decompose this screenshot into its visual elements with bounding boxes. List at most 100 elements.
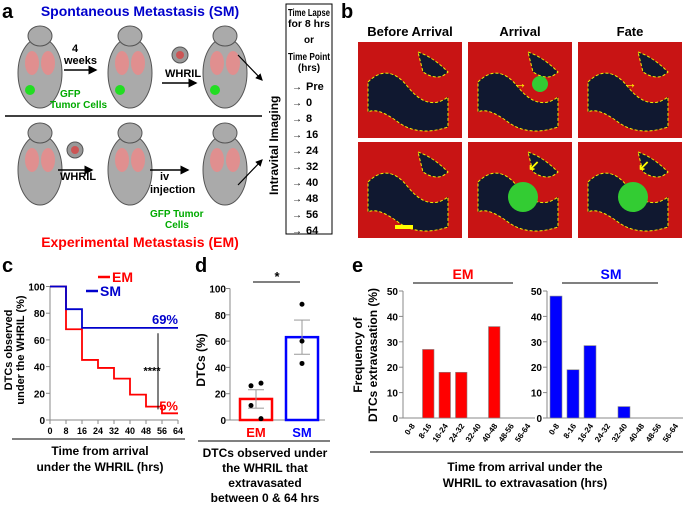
y-tick-label: 80 — [34, 309, 46, 320]
y-tick-label: 40 — [531, 312, 543, 323]
panel-b-micrographs: Before Arrival Arrival Fate → → ↙ ↙ — [358, 24, 682, 238]
vessel-outline — [367, 72, 449, 132]
y-tick-label: 100 — [209, 285, 226, 296]
y-tick-label: 0 — [536, 414, 542, 425]
end-label: 5% — [159, 398, 178, 413]
arrow-icon: → — [623, 75, 637, 91]
arrow-icon: → — [292, 162, 302, 173]
y-tick-label: 20 — [34, 389, 46, 400]
x-tick-label: 48-56 — [497, 422, 516, 444]
x-tick-label: 16 — [77, 426, 87, 436]
legend-label: SM — [100, 283, 121, 299]
y-tick-label: 30 — [531, 338, 543, 349]
data-point — [299, 338, 305, 344]
x-axis-label: Time from arrival — [51, 444, 148, 458]
x-tick-label: 16-24 — [431, 422, 450, 444]
x-tick-label: 56-64 — [661, 422, 680, 444]
arrow-icon: → — [292, 130, 302, 141]
tumor-cell — [532, 76, 548, 92]
x-tick-label: 0-8 — [403, 422, 417, 437]
timepoint: 56 — [306, 209, 318, 221]
mouse-head — [117, 25, 143, 47]
intravital-label: Intravital Imaging — [267, 96, 281, 195]
mouse-head — [27, 25, 53, 47]
timeline-or: or — [304, 35, 314, 46]
y-tick-label: 30 — [387, 338, 399, 349]
panel-label-c: c — [2, 255, 13, 277]
vessel-outline — [367, 172, 449, 232]
timepoint: 24 — [306, 145, 319, 157]
y-tick-label: 40 — [387, 312, 399, 323]
x-tick-label: 0-8 — [547, 422, 561, 437]
gfp-label: GFP Tumor — [150, 209, 204, 220]
panel-label-b: b — [341, 1, 353, 23]
timepoint: 32 — [306, 161, 318, 173]
arrow-icon: → — [292, 82, 302, 93]
y-tick-label: 50 — [387, 287, 399, 298]
lung-icon — [115, 148, 129, 172]
lung-icon — [226, 148, 240, 172]
category-label: SM — [292, 425, 312, 440]
four-label: 4 — [72, 43, 79, 55]
x-tick-label: 40-48 — [480, 422, 499, 444]
y-tick-label: 50 — [531, 287, 543, 298]
tumor-icon — [210, 85, 220, 95]
arrow-icon: ↙ — [528, 157, 540, 173]
bar-sm — [583, 345, 597, 419]
vessel-outline — [637, 51, 669, 78]
y-axis-label: DTCs extravasation (%) — [366, 288, 380, 422]
y-tick-label: 20 — [531, 363, 543, 374]
tumor-cell — [618, 182, 648, 212]
timepoint: 8 — [306, 113, 312, 125]
y-axis-label: Frequency of — [351, 316, 365, 392]
series-title: EM — [453, 266, 474, 282]
mouse-head — [212, 25, 238, 47]
lung-icon — [115, 51, 129, 75]
vessel-outline — [527, 151, 559, 178]
mouse-icon — [17, 134, 63, 206]
y-tick-label: 100 — [28, 283, 45, 294]
series-line-em — [50, 285, 178, 415]
x-tick-label: 0 — [47, 426, 52, 436]
whril-label: WHRIL — [165, 68, 201, 80]
bar-em — [455, 371, 468, 419]
x-tick-label: 40 — [125, 426, 135, 436]
mouse-head — [212, 122, 238, 144]
y-tick-label: 20 — [387, 363, 399, 374]
x-tick-label: 48 — [141, 426, 151, 436]
data-point — [248, 383, 254, 389]
gfp-label: Tumor Cells — [50, 100, 107, 111]
lung-icon — [226, 51, 240, 75]
data-point — [248, 403, 254, 409]
data-point — [299, 301, 305, 307]
timepoint: 64 — [306, 225, 319, 237]
weeks-label: weeks — [63, 55, 97, 67]
x-axis-label: Time from arrival under the — [447, 460, 602, 474]
scale-bar — [395, 225, 413, 229]
whril-window-icon — [71, 146, 79, 154]
series-title: SM — [601, 266, 622, 282]
y-tick-label: 10 — [531, 389, 543, 400]
timeline-header: Time Point — [288, 52, 331, 63]
y-tick-label: 60 — [215, 337, 227, 348]
bar-sm — [566, 369, 580, 419]
vessel-outline — [477, 72, 559, 132]
iv-label: iv — [160, 171, 170, 183]
legend-label: EM — [112, 269, 133, 285]
mouse-icon — [107, 134, 153, 206]
bar-em — [488, 326, 501, 419]
panel-label-d: d — [195, 255, 207, 277]
arrow-icon: → — [513, 75, 527, 91]
arrow-icon: → — [292, 146, 302, 157]
arrow-icon: → — [292, 178, 302, 189]
bar-sm — [617, 406, 631, 419]
timepoint: 48 — [306, 193, 318, 205]
significance-label: **** — [143, 366, 161, 378]
y-tick-label: 0 — [392, 414, 398, 425]
y-axis-label: DTCs observed — [3, 310, 15, 391]
timepoint: 16 — [306, 129, 318, 141]
lung-icon — [25, 51, 39, 75]
lung-icon — [210, 148, 224, 172]
column-header: Before Arrival — [367, 24, 453, 39]
